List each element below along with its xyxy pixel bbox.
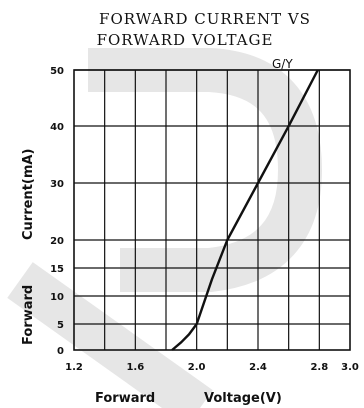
watermark: [7, 48, 323, 408]
y-tick-label: 30: [50, 179, 64, 190]
plot-frame: [73, 69, 351, 351]
y-tick-label: 10: [50, 292, 64, 303]
y-tick-label: 0: [57, 346, 64, 357]
x-tick-label: 1.6: [126, 362, 144, 373]
x-tick-label: 1.2: [65, 362, 83, 373]
x-axis-label-part-2: Voltage(V): [204, 391, 282, 406]
y-axis-label-part-1: Forward: [21, 285, 36, 345]
y-tick-label: 50: [50, 66, 64, 77]
series-label-gy: G/Y: [272, 57, 293, 71]
x-tick-label: 3.0: [341, 362, 359, 373]
series-line-gy: [171, 69, 319, 351]
chart-title-line-2: FORWARD VOLTAGE: [97, 31, 274, 49]
x-tick-label: 2.0: [188, 362, 206, 373]
x-tick-label: 2.8: [310, 362, 328, 373]
x-tick-labels: 1.2 1.6 2.0 2.4 2.8 3.0: [65, 362, 359, 373]
chart-title-line-1: FORWARD CURRENT VS: [99, 10, 311, 28]
x-tick-label: 2.4: [249, 362, 267, 373]
x-axis-label-part-1: Forward: [95, 391, 155, 406]
y-tick-labels: 0 5 10 15 20 30 40 50: [50, 66, 64, 357]
y-tick-label: 20: [50, 236, 64, 247]
y-tick-label: 15: [50, 264, 64, 275]
y-axis-label-part-2: Current(mA): [21, 149, 36, 240]
y-tick-label: 5: [57, 320, 64, 331]
y-tick-label: 40: [50, 122, 64, 133]
